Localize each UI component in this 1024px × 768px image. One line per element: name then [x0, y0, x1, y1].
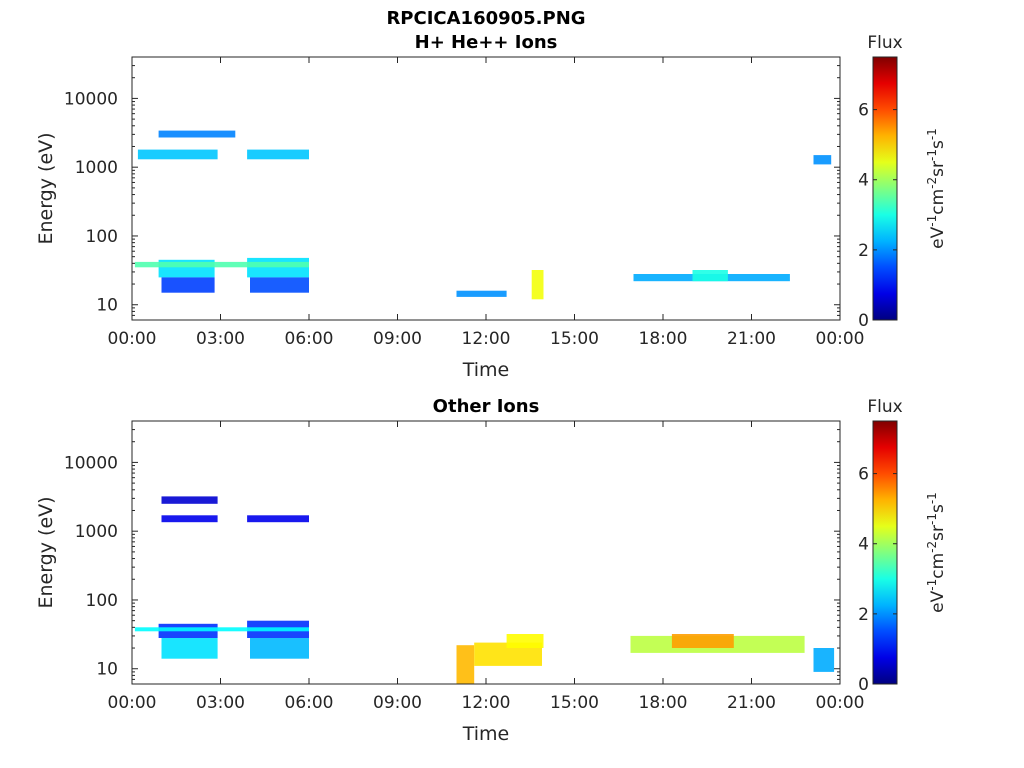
colorbar-tick-label: 6 [858, 465, 869, 485]
colorbar-tick-label: 6 [858, 101, 869, 121]
x-tick-label: 00:00 [816, 329, 865, 349]
flux-region [137, 149, 218, 160]
colorbar-tick-label: 4 [858, 535, 869, 555]
data-layer [134, 496, 835, 684]
colorbar-unit-label: eV-1cm-2sr-1s-1 [925, 128, 948, 249]
x-tick-label: 12:00 [462, 329, 511, 349]
flux-region [456, 290, 507, 297]
y-tick-label: 10 [96, 296, 118, 316]
flux-region [456, 645, 475, 684]
y-axis-label: Energy (eV) [35, 496, 57, 608]
flux-region [813, 155, 832, 165]
y-tick-label: 100 [86, 227, 118, 247]
colorbar-unit-label: eV-1cm-2sr-1s-1 [925, 492, 948, 613]
chart-title: Other Ions [433, 396, 540, 417]
flux-region [134, 261, 309, 268]
x-tick-label: 15:00 [550, 329, 599, 349]
flux-region [247, 257, 309, 278]
x-tick-label: 12:00 [462, 693, 511, 713]
x-tick-label: 03:00 [196, 329, 245, 349]
y-tick-label: 1000 [75, 522, 118, 542]
x-tick-label: 18:00 [639, 329, 688, 349]
flux-region [158, 130, 236, 138]
flux-region [247, 149, 309, 160]
panel-other-ions: Other Ions 00:00 03:00 06:00 09:00 12:00 15:00… [35, 396, 948, 745]
colorbar [872, 56, 898, 321]
flux-region [161, 638, 218, 659]
colorbar-tick-label: 4 [858, 171, 869, 191]
chart-subtitle: H+ He++ Ions [415, 32, 558, 53]
y-axis-label: Energy (eV) [35, 132, 57, 244]
flux-region [134, 627, 309, 632]
x-tick-label: 09:00 [373, 329, 422, 349]
y-tick-label: 100 [86, 591, 118, 611]
x-axis-label: Time [462, 359, 510, 381]
x-tick-label: 00:00 [108, 693, 157, 713]
colorbar-tick-label: 2 [858, 605, 869, 625]
colorbar [872, 420, 898, 685]
colorbar-tick-label: 2 [858, 241, 869, 261]
flux-region [692, 270, 728, 282]
flux-region [161, 277, 215, 293]
flux-region [531, 270, 544, 300]
x-tick-label: 03:00 [196, 693, 245, 713]
flux-region [247, 515, 309, 523]
y-tick-label: 10 [96, 660, 118, 680]
colorbar-tick-label: 0 [858, 675, 869, 695]
y-tick-label: 10000 [64, 89, 118, 109]
x-tick-label: 06:00 [285, 693, 334, 713]
x-tick-label: 21:00 [727, 329, 776, 349]
x-tick-label: 00:00 [816, 693, 865, 713]
flux-region [250, 277, 309, 293]
flux-region [161, 496, 218, 504]
y-tick-label: 10000 [64, 453, 118, 473]
colorbar-title: Flux [867, 397, 902, 417]
x-tick-label: 09:00 [373, 693, 422, 713]
chart-title: RPCICA160905.PNG [386, 8, 585, 29]
flux-region [671, 634, 734, 648]
flux-region [813, 648, 835, 672]
x-tick-label: 06:00 [285, 329, 334, 349]
flux-region [474, 642, 542, 666]
x-tick-label: 00:00 [108, 329, 157, 349]
x-tick-label: 15:00 [550, 693, 599, 713]
x-tick-label: 21:00 [727, 693, 776, 713]
colorbar-title: Flux [867, 33, 902, 53]
flux-region [250, 638, 309, 659]
y-tick-label: 1000 [75, 158, 118, 178]
x-axis-label: Time [462, 723, 510, 745]
flux-region [506, 634, 544, 648]
flux-region [161, 515, 218, 523]
colorbar-tick-label: 0 [858, 311, 869, 331]
x-tick-label: 18:00 [639, 693, 688, 713]
data-layer [134, 130, 832, 300]
